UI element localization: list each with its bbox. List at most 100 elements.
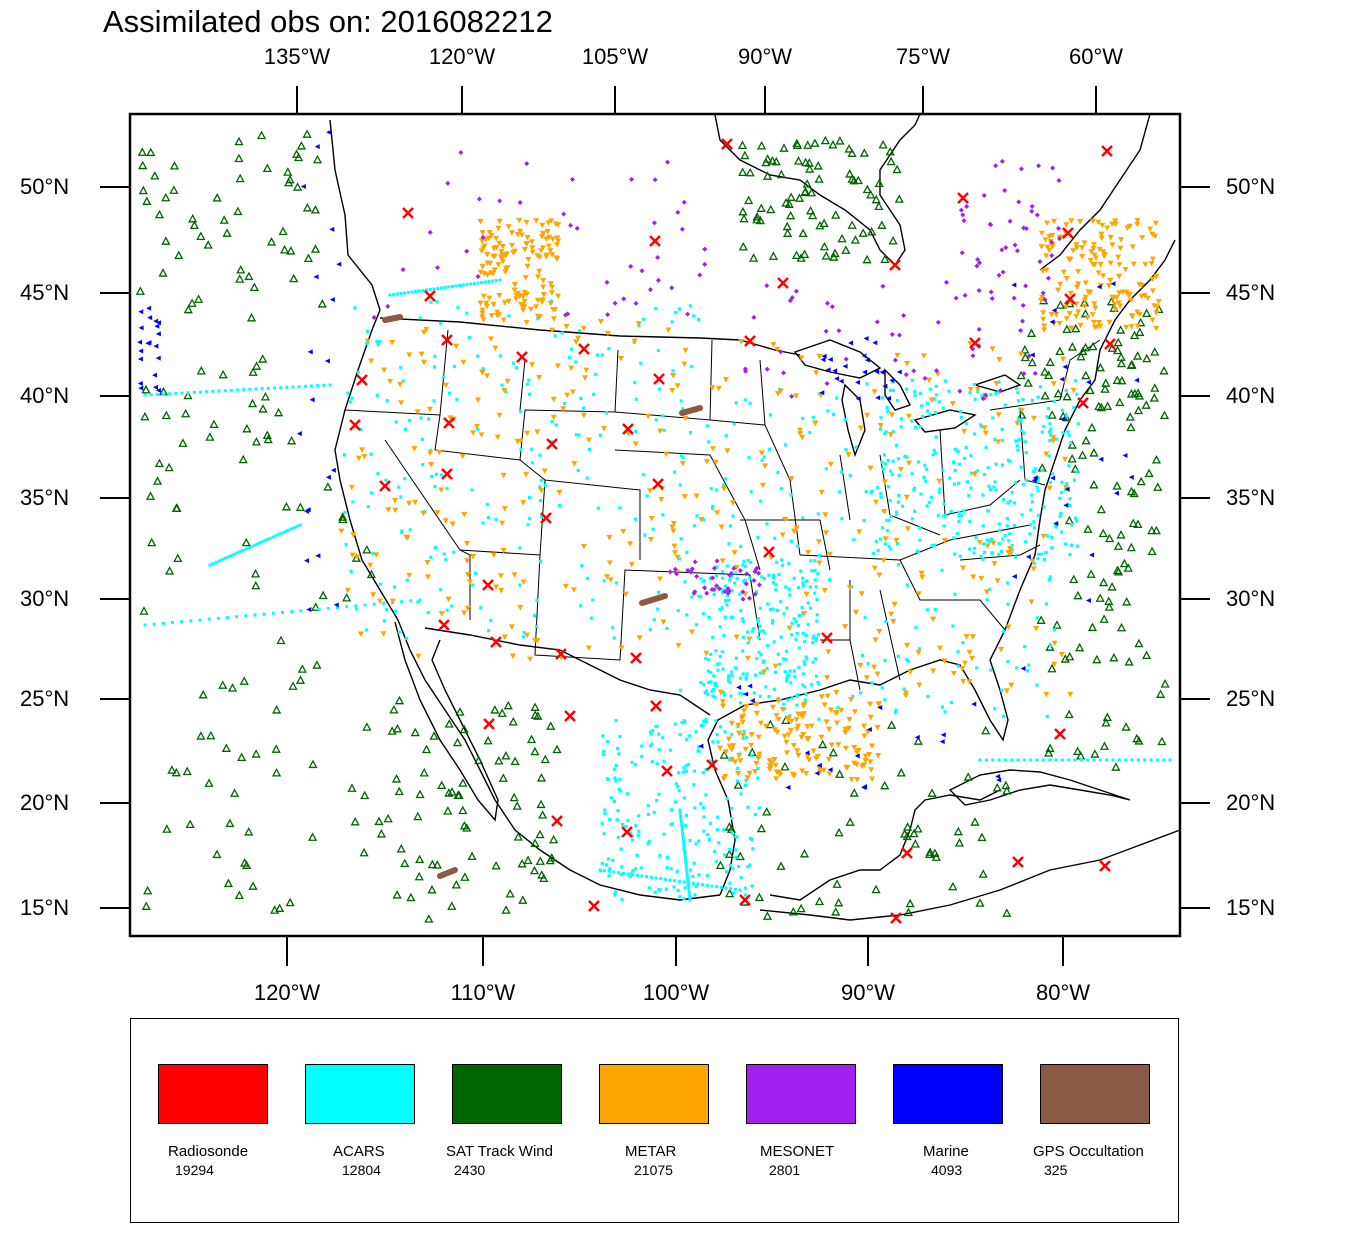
sat-track-wind-marker — [844, 144, 854, 153]
metar-marker — [720, 486, 727, 492]
acars-marker — [633, 380, 637, 385]
metar-marker — [1116, 290, 1123, 296]
acars-marker — [405, 578, 409, 582]
acars-marker — [933, 411, 938, 415]
sat-track-wind-marker — [360, 790, 370, 800]
sat-track-wind-marker — [780, 761, 790, 771]
acars-marker — [897, 473, 901, 478]
acars-marker — [739, 792, 743, 796]
acars-marker — [615, 818, 619, 822]
sat-track-wind-marker — [1129, 488, 1139, 498]
acars-marker — [697, 839, 701, 843]
acars-marker — [1111, 758, 1115, 762]
metar-marker — [418, 351, 425, 358]
acars-marker — [739, 609, 743, 613]
metar-marker — [442, 518, 449, 524]
marine-marker — [1011, 282, 1017, 288]
acars-marker — [738, 888, 742, 892]
acars-marker — [682, 796, 686, 800]
sat-track-wind-marker — [830, 248, 840, 257]
left-lat-label: 45°N — [20, 280, 70, 305]
metar-marker — [991, 561, 998, 567]
metar-marker — [488, 336, 495, 342]
metar-marker — [521, 298, 528, 305]
acars-marker — [993, 707, 997, 711]
metar-marker — [647, 536, 654, 543]
sat-track-wind-marker — [853, 175, 863, 185]
radiosonde-marker — [441, 334, 453, 346]
metar-marker — [460, 359, 467, 366]
metar-marker — [1081, 303, 1088, 310]
metar-marker — [645, 413, 652, 420]
acars-marker — [376, 343, 380, 347]
sat-track-wind-marker — [740, 150, 750, 160]
metar-marker — [779, 532, 786, 538]
acars-marker — [770, 621, 775, 625]
acars-marker — [580, 564, 584, 568]
acars-marker — [405, 636, 409, 640]
metar-marker — [788, 718, 795, 725]
acars-marker — [728, 847, 732, 852]
acars-marker — [621, 822, 625, 827]
metar-marker — [364, 338, 371, 345]
metar-marker — [1044, 220, 1051, 227]
acars-marker — [476, 427, 480, 431]
mesonet-marker — [889, 331, 895, 337]
metar-marker — [540, 278, 547, 284]
sat-track-wind-marker — [244, 271, 254, 281]
acars-marker — [489, 618, 493, 623]
metar-marker — [775, 716, 782, 723]
metar-marker — [636, 635, 643, 641]
acars-marker — [346, 391, 350, 395]
mesonet-marker — [981, 193, 987, 199]
acars-marker — [697, 594, 701, 598]
acars-marker — [1032, 561, 1036, 565]
marine-marker — [1062, 364, 1068, 370]
sat-track-wind-marker — [739, 213, 749, 223]
metar-marker — [989, 346, 996, 352]
sat-track-wind-marker — [1133, 519, 1143, 528]
metar-marker — [1046, 247, 1053, 254]
acars-marker — [809, 559, 813, 563]
acars-marker — [778, 662, 782, 666]
sat-track-wind-marker — [1095, 362, 1106, 372]
acars-marker — [673, 722, 677, 726]
acars-marker — [707, 440, 711, 444]
sat-track-wind-marker — [209, 419, 219, 429]
acars-marker — [721, 576, 725, 580]
acars-marker — [417, 289, 421, 293]
mesonet-marker — [1040, 290, 1046, 296]
sat-track-wind-marker — [501, 905, 511, 914]
metar-marker — [1070, 387, 1077, 394]
metar-marker — [1091, 301, 1098, 307]
acars-marker — [967, 493, 971, 498]
acars-marker — [801, 416, 805, 421]
acars-marker — [487, 280, 491, 283]
metar-marker — [1042, 237, 1049, 243]
sat-track-wind-marker — [1157, 736, 1167, 746]
sat-track-wind-marker — [792, 140, 802, 150]
acars-marker — [432, 287, 436, 291]
acars-marker — [259, 540, 263, 544]
metar-marker — [1094, 324, 1101, 330]
acars-marker — [603, 869, 607, 873]
sat-track-wind-marker — [312, 154, 323, 164]
metar-marker — [816, 560, 823, 567]
radiosonde-marker — [1064, 293, 1076, 305]
acars-marker — [864, 490, 868, 494]
metar-marker — [501, 387, 508, 394]
acars-marker — [598, 433, 603, 438]
acars-marker — [758, 671, 763, 675]
acars-marker — [384, 607, 389, 612]
radiosonde-marker — [555, 648, 567, 660]
metar-marker — [1134, 323, 1141, 330]
sat-track-wind-marker — [1149, 393, 1159, 402]
acars-marker — [681, 835, 685, 839]
side-ticks — [100, 186, 1210, 909]
metar-marker — [903, 690, 910, 696]
acars-marker — [1030, 500, 1035, 504]
acars-marker — [704, 719, 709, 723]
sat-track-wind-marker — [913, 823, 923, 833]
sat-track-wind-marker — [196, 731, 206, 740]
acars-marker — [725, 588, 729, 593]
